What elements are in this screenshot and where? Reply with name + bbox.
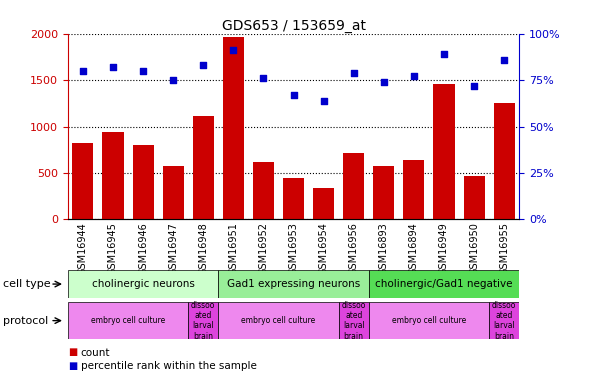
Bar bbox=[464, 176, 484, 219]
Bar bbox=[103, 132, 123, 219]
Point bbox=[470, 83, 479, 89]
Text: Gad1 expressing neurons: Gad1 expressing neurons bbox=[227, 279, 360, 289]
Point bbox=[379, 79, 388, 85]
Text: dissoo
ated
larval
brain: dissoo ated larval brain bbox=[191, 300, 215, 341]
Bar bbox=[404, 160, 424, 219]
Bar bbox=[343, 153, 364, 219]
Point bbox=[228, 48, 238, 54]
Bar bbox=[253, 162, 274, 219]
Bar bbox=[283, 178, 304, 219]
Bar bbox=[73, 143, 93, 219]
Bar bbox=[313, 188, 334, 219]
Text: cholinergic/Gad1 negative: cholinergic/Gad1 negative bbox=[375, 279, 513, 289]
Bar bbox=[218, 270, 369, 298]
Point bbox=[109, 64, 118, 70]
Bar bbox=[188, 302, 218, 339]
Bar bbox=[369, 270, 519, 298]
Bar bbox=[494, 104, 514, 219]
Bar bbox=[489, 302, 519, 339]
Text: embryo cell culture: embryo cell culture bbox=[241, 316, 316, 325]
Point bbox=[289, 92, 298, 98]
Bar bbox=[369, 302, 489, 339]
Point bbox=[499, 57, 509, 63]
Text: protocol: protocol bbox=[3, 316, 48, 326]
Text: ■: ■ bbox=[68, 348, 77, 357]
Text: cell type: cell type bbox=[3, 279, 51, 289]
Bar bbox=[223, 36, 244, 219]
Bar bbox=[133, 145, 153, 219]
Point bbox=[198, 62, 208, 68]
Bar bbox=[68, 270, 218, 298]
Text: embryo cell culture: embryo cell culture bbox=[392, 316, 466, 325]
Text: count: count bbox=[81, 348, 110, 357]
Title: GDS653 / 153659_at: GDS653 / 153659_at bbox=[221, 19, 366, 33]
Text: cholinergic neurons: cholinergic neurons bbox=[91, 279, 195, 289]
Point bbox=[138, 68, 148, 74]
Bar bbox=[163, 165, 183, 219]
Point bbox=[409, 74, 419, 80]
Bar bbox=[68, 302, 188, 339]
Bar bbox=[373, 165, 394, 219]
Bar bbox=[193, 116, 214, 219]
Point bbox=[439, 51, 449, 57]
Text: percentile rank within the sample: percentile rank within the sample bbox=[81, 361, 257, 370]
Text: ■: ■ bbox=[68, 361, 77, 370]
Bar bbox=[339, 302, 369, 339]
Bar bbox=[218, 302, 339, 339]
Text: embryo cell culture: embryo cell culture bbox=[91, 316, 165, 325]
Text: dissoo
ated
larval
brain: dissoo ated larval brain bbox=[342, 300, 366, 341]
Point bbox=[169, 77, 178, 83]
Bar bbox=[434, 84, 454, 219]
Point bbox=[78, 68, 88, 74]
Point bbox=[319, 98, 328, 104]
Point bbox=[349, 70, 359, 76]
Text: dissoo
ated
larval
brain: dissoo ated larval brain bbox=[492, 300, 516, 341]
Point bbox=[258, 75, 268, 81]
